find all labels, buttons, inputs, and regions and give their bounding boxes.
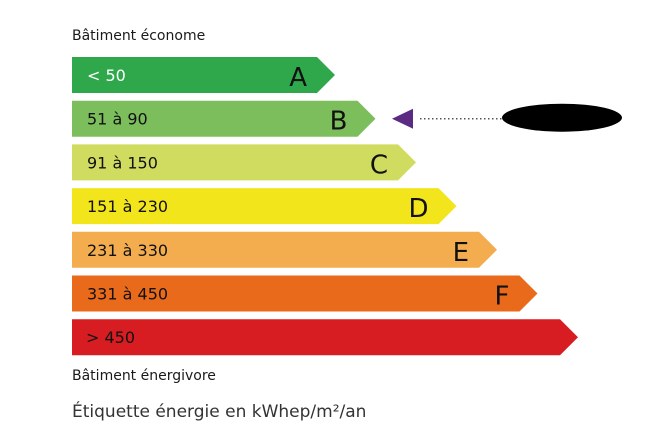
unit-caption: Étiquette énergie en kWhep/m²/an [72, 402, 367, 422]
class-bar-e [72, 231, 497, 268]
class-range: > 450 [86, 328, 135, 347]
footer-label: Bâtiment énergivore [72, 368, 216, 384]
class-bar-b [72, 100, 376, 137]
class-letter: D [408, 194, 428, 224]
class-range: 231 à 330 [87, 241, 168, 260]
header-title: Bâtiment économe [72, 28, 206, 44]
class-letter: A [289, 63, 307, 93]
class-bar-a [72, 57, 335, 93]
class-bar-g [72, 319, 578, 356]
class-letter: C [370, 150, 388, 180]
class-letter: E [453, 238, 469, 268]
class-range: 91 à 150 [87, 153, 158, 172]
class-letter: F [495, 282, 510, 312]
class-range: < 50 [87, 66, 126, 85]
class-bar-c [72, 144, 416, 181]
class-range: 151 à 230 [87, 197, 168, 216]
class-range: 51 à 90 [87, 110, 148, 129]
indicator-arrow-icon [392, 108, 413, 129]
class-bar-f [72, 275, 538, 312]
class-letter: B [330, 107, 348, 137]
class-range: 331 à 450 [87, 285, 168, 304]
redacted-value [502, 103, 622, 132]
class-bar-d [72, 188, 457, 225]
